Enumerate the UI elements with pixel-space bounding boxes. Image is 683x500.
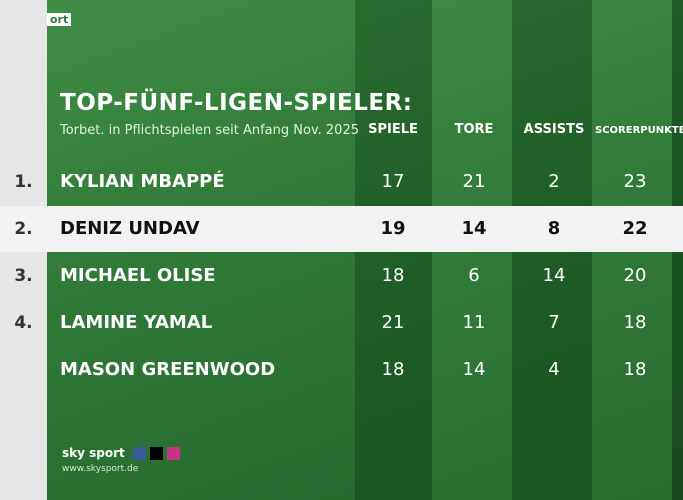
website: www.skysport.de [62,464,139,474]
stat-value: 17 [381,171,405,192]
stat-value: 11 [462,312,486,333]
column-header: SPIELE [368,122,418,137]
player-name: DENIZ UNDAV [60,218,200,239]
title: TOP-FÜNF-LIGEN-SPIELER: [60,90,413,116]
stat-value: 6 [468,265,480,286]
stat-value: 18 [623,359,647,380]
instagram-icon [167,447,181,460]
subtitle: Torbet. in Pflichtspielen seit Anfang No… [60,123,359,138]
stat-value: 14 [461,218,487,239]
highlight-band [0,206,683,252]
stat-value: 7 [548,312,560,333]
stat-value: 18 [381,359,405,380]
stat-value: 14 [542,265,566,286]
player-name: KYLIAN MBAPPÉ [60,171,225,192]
player-name: LAMINE YAMAL [60,312,213,333]
channel-tag: ort [47,13,72,26]
stat-value: 18 [623,312,647,333]
player-name: MICHAEL OLISE [60,265,216,286]
brand: sky sport [62,446,125,460]
logo: sky sport [62,446,181,460]
stat-value: 23 [623,171,647,192]
stat-value: 2 [548,171,560,192]
column-header: ASSISTS [523,122,585,137]
player-name: MASON GREENWOOD [60,359,276,380]
rank: 4. [14,313,33,333]
stat-value: 20 [623,265,647,286]
column-header: SCORERPUNKTE [595,125,683,136]
stat-value: 4 [548,359,560,380]
rank: 1. [14,172,33,192]
rank: 3. [14,266,33,286]
x-icon [150,447,164,460]
stat-value: 8 [547,218,561,239]
facebook-icon [132,447,146,460]
stat-value: 19 [380,218,406,239]
stat-value: 21 [462,171,486,192]
stat-value: 14 [462,359,486,380]
column-header: TORE [454,122,494,137]
stat-value: 18 [381,265,405,286]
stat-value: 21 [381,312,405,333]
stat-value: 22 [622,218,648,239]
rank: 2. [14,219,33,239]
